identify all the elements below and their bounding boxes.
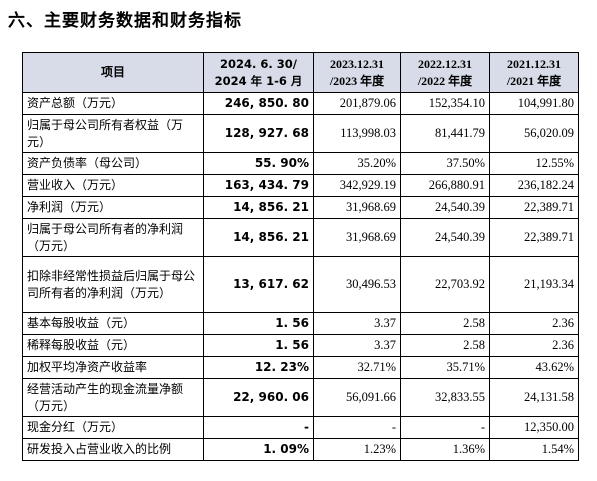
table-row: 净利润（万元） 14, 856. 21 31,968.69 24,540.39 …	[22, 196, 579, 219]
value-2022: 2.58	[400, 312, 490, 335]
value-current: 1. 09%	[203, 438, 314, 461]
row-label: 资产负债率（母公司）	[22, 152, 204, 175]
header-2023-line2: /2023 年度	[329, 73, 385, 88]
section-title: 六、主要财务数据和财务指标	[8, 11, 242, 31]
value-2023: 30,496.53	[313, 256, 401, 313]
table-row: 稀释每股收益（元） 1. 56 3.37 2.58 2.36	[22, 334, 579, 357]
value-2022: 2.58	[400, 334, 490, 357]
row-label: 扣除非经常性损益后归属于母公司所有者的净利润（万元）	[22, 256, 204, 313]
header-2022-line1: 2022.12.31	[418, 56, 472, 71]
header-item: 项目	[22, 52, 204, 93]
value-2021: 22,389.71	[489, 218, 579, 257]
value-2023: 3.37	[313, 334, 401, 357]
value-2021: 2.36	[489, 312, 579, 335]
value-2022: 266,880.91	[400, 174, 490, 197]
table-row: 归属于母公司所有者的净利润（万元） 14, 856. 21 31,968.69 …	[22, 218, 579, 257]
row-label: 资产总额（万元）	[22, 92, 204, 115]
value-current: 55. 90%	[203, 152, 314, 175]
value-2021: 236,182.24	[489, 174, 579, 197]
value-2022: -	[400, 416, 490, 439]
header-current-line1: 2024. 6. 30/	[220, 56, 297, 71]
row-label: 经营活动产生的现金流量净额（万元）	[22, 378, 204, 417]
value-current: 14, 856. 21	[203, 196, 314, 219]
row-label: 营业收入（万元）	[22, 174, 204, 197]
table-row: 资产负债率（母公司） 55. 90% 35.20% 37.50% 12.55%	[22, 152, 579, 175]
header-2023: 2023.12.31 /2023 年度	[313, 52, 401, 93]
value-2023: 3.37	[313, 312, 401, 335]
row-label: 净利润（万元）	[22, 196, 204, 219]
financial-indicators-table: 项目 2024. 6. 30/ 2024 年 1-6 月 2023.12.31 …	[22, 52, 579, 461]
value-2023: 31,968.69	[313, 196, 401, 219]
row-label: 归属于母公司所有者的净利润（万元）	[22, 218, 204, 257]
value-2023: 31,968.69	[313, 218, 401, 257]
value-2021: 56,020.09	[489, 114, 579, 153]
row-label: 研发投入占营业收入的比例	[22, 438, 204, 461]
value-2022: 32,833.55	[400, 378, 490, 417]
value-2021: 12.55%	[489, 152, 579, 175]
table-row: 资产总额（万元） 246, 850. 80 201,879.06 152,354…	[22, 92, 579, 115]
value-2022: 1.36%	[400, 438, 490, 461]
value-2022: 37.50%	[400, 152, 490, 175]
table-row: 现金分红（万元） - - - 12,350.00	[22, 416, 579, 439]
value-current: 12. 23%	[203, 356, 314, 379]
value-2023: 56,091.66	[313, 378, 401, 417]
value-2022: 22,703.92	[400, 256, 490, 313]
value-current: 163, 434. 79	[203, 174, 314, 197]
header-2022: 2022.12.31 /2022 年度	[400, 52, 490, 93]
table-row: 扣除非经常性损益后归属于母公司所有者的净利润（万元） 13, 617. 62 3…	[22, 256, 579, 313]
value-2021: 12,350.00	[489, 416, 579, 439]
row-label: 加权平均净资产收益率	[22, 356, 204, 379]
value-2023: 342,929.19	[313, 174, 401, 197]
value-current: 13, 617. 62	[203, 256, 314, 313]
row-label: 基本每股收益（元）	[22, 312, 204, 335]
table-header-row: 项目 2024. 6. 30/ 2024 年 1-6 月 2023.12.31 …	[22, 52, 579, 93]
header-2021-line2: /2021 年度	[506, 73, 562, 88]
value-2022: 24,540.39	[400, 196, 490, 219]
value-2021: 43.62%	[489, 356, 579, 379]
table-row: 归属于母公司所有者权益（万元） 128, 927. 68 113,998.03 …	[22, 114, 579, 153]
value-2022: 24,540.39	[400, 218, 490, 257]
value-2023: 113,998.03	[313, 114, 401, 153]
value-current: 22, 960. 06	[203, 378, 314, 417]
table-row: 加权平均净资产收益率 12. 23% 32.71% 35.71% 43.62%	[22, 356, 579, 379]
value-2021: 21,193.34	[489, 256, 579, 313]
value-2021: 24,131.58	[489, 378, 579, 417]
table-row: 经营活动产生的现金流量净额（万元） 22, 960. 06 56,091.66 …	[22, 378, 579, 417]
value-current: 246, 850. 80	[203, 92, 314, 115]
value-2022: 81,441.79	[400, 114, 490, 153]
value-current: -	[203, 416, 314, 439]
header-current-period: 2024. 6. 30/ 2024 年 1-6 月	[203, 52, 314, 93]
value-2021: 1.54%	[489, 438, 579, 461]
row-label: 归属于母公司所有者权益（万元）	[22, 114, 204, 153]
row-label: 现金分红（万元）	[22, 416, 204, 439]
table-row: 营业收入（万元） 163, 434. 79 342,929.19 266,880…	[22, 174, 579, 197]
header-2021-line1: 2021.12.31	[507, 56, 561, 71]
header-2023-line1: 2023.12.31	[330, 56, 384, 71]
value-current: 1. 56	[203, 312, 314, 335]
value-2022: 35.71%	[400, 356, 490, 379]
value-2021: 104,991.80	[489, 92, 579, 115]
value-2023: 201,879.06	[313, 92, 401, 115]
header-current-line2: 2024 年 1-6 月	[214, 73, 303, 88]
value-2021: 22,389.71	[489, 196, 579, 219]
value-2021: 2.36	[489, 334, 579, 357]
value-2023: 35.20%	[313, 152, 401, 175]
header-2021: 2021.12.31 /2021 年度	[489, 52, 579, 93]
header-2022-line2: /2022 年度	[417, 73, 473, 88]
value-current: 14, 856. 21	[203, 218, 314, 257]
value-2023: 32.71%	[313, 356, 401, 379]
value-2023: 1.23%	[313, 438, 401, 461]
table-row: 研发投入占营业收入的比例 1. 09% 1.23% 1.36% 1.54%	[22, 438, 579, 461]
value-current: 1. 56	[203, 334, 314, 357]
row-label: 稀释每股收益（元）	[22, 334, 204, 357]
table-row: 基本每股收益（元） 1. 56 3.37 2.58 2.36	[22, 312, 579, 335]
value-current: 128, 927. 68	[203, 114, 314, 153]
value-2023: -	[313, 416, 401, 439]
value-2022: 152,354.10	[400, 92, 490, 115]
